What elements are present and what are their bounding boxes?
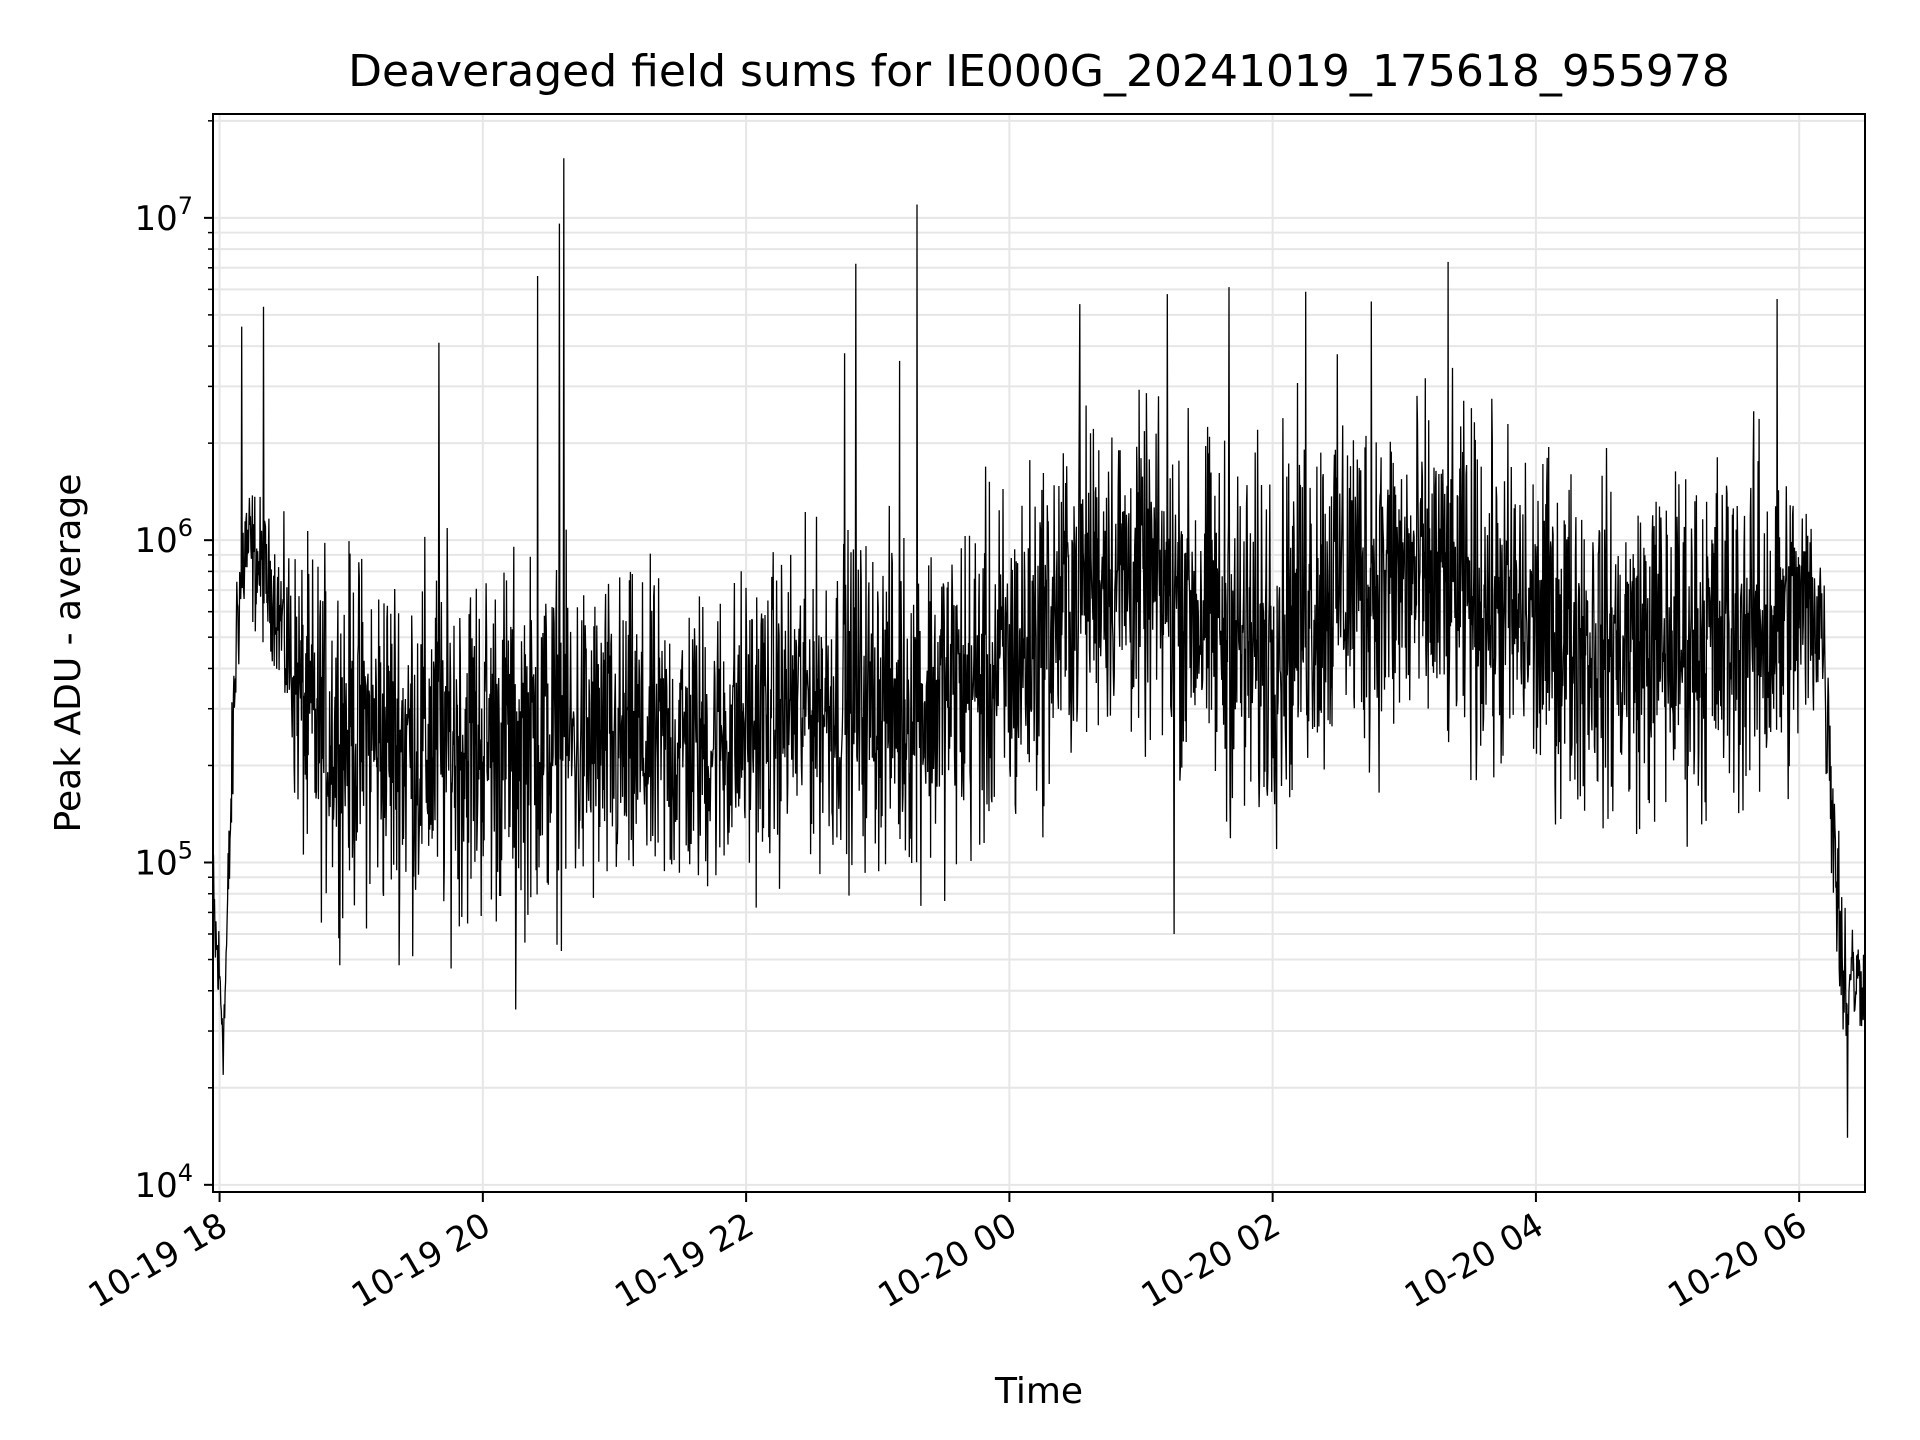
y-tick-label: 106 [134, 514, 193, 561]
plot-area [213, 158, 1865, 1138]
chart-title: Deaveraged field sums for IE000G_2024101… [348, 46, 1730, 97]
y-tick-label: 105 [134, 836, 193, 883]
grid-lines [213, 114, 1865, 1192]
series-line [213, 158, 1865, 1138]
y-axis-label: Peak ADU - average [48, 474, 89, 833]
plot-frame [212, 113, 1866, 1193]
y-axis-ticks: 104 105 106 107 [134, 120, 213, 1206]
x-axis-label: Time [994, 1371, 1083, 1412]
y-tick-label: 107 [134, 192, 193, 239]
y-tick-label: 104 [134, 1159, 193, 1206]
